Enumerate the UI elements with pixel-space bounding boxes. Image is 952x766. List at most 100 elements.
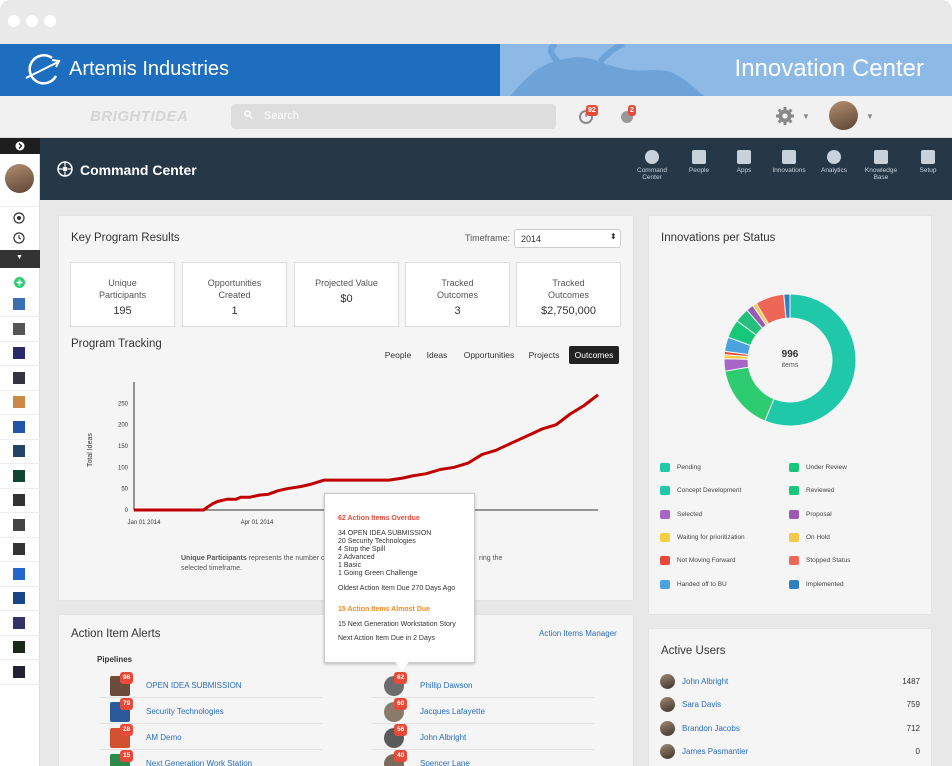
clock-icon[interactable] — [13, 232, 25, 244]
nav-command-center[interactable]: Command Center — [630, 150, 674, 181]
command-center-icon[interactable] — [13, 212, 25, 224]
row-label[interactable]: John Albright — [420, 733, 467, 742]
nav-setup[interactable]: Setup — [906, 150, 950, 174]
timeframe-select[interactable]: 2014 — [514, 229, 621, 248]
key-results-title: Key Program Results — [71, 232, 180, 244]
row-divider — [100, 749, 322, 750]
chevron-down-icon[interactable]: ▼ — [866, 112, 874, 121]
sidebar-thumbnail-icon[interactable] — [13, 420, 25, 433]
sidebar-thumbnail-icon[interactable] — [13, 616, 25, 629]
search-input[interactable] — [231, 104, 556, 129]
command-center-icon — [645, 150, 659, 164]
sidebar-thumbnail-icon[interactable] — [13, 396, 25, 408]
row-label[interactable]: Security Technologies — [146, 707, 224, 716]
row-divider — [372, 723, 594, 724]
user-name[interactable]: James Pasmantier — [682, 746, 749, 756]
list-item[interactable]: 28 AM Demo — [100, 724, 340, 754]
user-row[interactable]: Sara Davis 759 — [660, 697, 920, 719]
row-label[interactable]: Jacques Lafayette — [420, 707, 485, 716]
tab-opportunities[interactable]: Opportunities — [463, 350, 515, 360]
nav-apps[interactable]: Apps — [722, 150, 766, 174]
tab-outcomes[interactable]: Outcomes — [569, 346, 619, 364]
donut-slice[interactable] — [724, 366, 775, 422]
list-item[interactable]: 79 Security Technologies — [100, 698, 340, 728]
sidebar-thumbnail-icon[interactable] — [13, 543, 25, 555]
sidebar-thumbnail-icon[interactable] — [13, 298, 25, 310]
active-users-title: Active Users — [661, 645, 726, 657]
user-count: 1487 — [902, 677, 920, 686]
count-badge: 15 — [120, 750, 134, 762]
row-label[interactable]: OPEN IDEA SUBMISSION — [146, 681, 242, 690]
user-row[interactable]: Brandon Jacobs 712 — [660, 720, 920, 743]
sidebar-thumbnail-icon[interactable] — [13, 469, 25, 482]
action-alerts-title: Action Item Alerts — [71, 628, 161, 640]
sidebar-toggle-button[interactable] — [0, 138, 40, 154]
sidebar-thumbnail-icon[interactable] — [13, 665, 25, 678]
window-dot-icon[interactable] — [8, 15, 20, 27]
user-name[interactable]: Brandon Jacobs — [682, 723, 740, 733]
tab-people[interactable]: People — [384, 350, 412, 360]
window-dot-icon[interactable] — [44, 15, 56, 27]
row-label[interactable]: AM Demo — [146, 733, 182, 742]
list-item[interactable]: 56 John Albright — [372, 724, 614, 754]
user-name[interactable]: John Albright — [682, 677, 729, 686]
select-arrows-icon: ⬍ — [610, 232, 617, 241]
donut-total: 996 — [781, 349, 799, 360]
count-badge: 62 — [394, 672, 408, 684]
sidebar-divider — [0, 463, 40, 464]
stat-card: Unique Participants 195 — [70, 262, 175, 327]
brightidea-logo[interactable]: BRIGHTIDEA — [90, 108, 189, 125]
sidebar-thumbnail-icon[interactable] — [13, 322, 25, 335]
legend-label: On Hold — [806, 533, 830, 541]
company-name: Artemis Industries — [69, 58, 230, 80]
list-item[interactable]: 62 Phillip Dawson — [372, 672, 614, 702]
sidebar-thumbnail-icon[interactable] — [13, 592, 25, 604]
nav-innovations[interactable]: Innovations — [767, 150, 811, 174]
sidebar-dropdown[interactable]: ▼ — [0, 250, 40, 268]
left-sidebar: ▼ — [0, 138, 40, 766]
user-row[interactable]: James Pasmantier 0 — [660, 743, 920, 766]
tab-projects[interactable]: Projects — [528, 350, 560, 360]
user-name[interactable]: Sara Davis — [682, 700, 722, 710]
status-donut-chart — [723, 293, 857, 427]
user-avatar — [660, 674, 675, 689]
tab-ideas[interactable]: Ideas — [426, 350, 448, 360]
sidebar-thumbnail-icon[interactable] — [13, 494, 25, 506]
sidebar-divider — [0, 561, 40, 562]
chevron-down-icon[interactable]: ▼ — [802, 112, 810, 121]
count-badge: 56 — [394, 724, 408, 736]
row-label[interactable]: Phillip Dawson — [420, 681, 473, 690]
list-item[interactable]: 15 Next Generation Work Station — [110, 750, 340, 766]
list-item[interactable]: 40 Spencer Lane — [384, 750, 614, 766]
row-label[interactable]: Spencer Lane — [420, 759, 470, 766]
user-row[interactable]: John Albright 1487 — [660, 674, 920, 696]
sidebar-avatar[interactable] — [5, 164, 34, 193]
y-tick-label: 250 — [118, 401, 129, 407]
sidebar-thumbnail-icon[interactable] — [13, 518, 25, 531]
settings-gear-icon[interactable] — [775, 106, 795, 126]
add-icon[interactable] — [14, 277, 25, 288]
sidebar-thumbnail-icon[interactable] — [13, 567, 25, 580]
list-item[interactable]: 98 OPEN IDEA SUBMISSION — [100, 672, 340, 702]
sidebar-thumbnail-icon[interactable] — [13, 641, 25, 653]
sidebar-thumbnail-icon[interactable] — [13, 445, 25, 457]
user-count: 0 — [915, 746, 920, 756]
action-items-manager-link[interactable]: Action Items Manager — [539, 629, 617, 638]
window-dot-icon[interactable] — [26, 15, 38, 27]
row-label[interactable]: Next Generation Work Station — [146, 759, 253, 766]
nav-analytics[interactable]: Analytics — [812, 150, 856, 174]
next-item-text: Next Action Item Due in 2 Days — [338, 635, 435, 642]
legend-label: Implemented — [806, 580, 844, 588]
nav-people[interactable]: People — [677, 150, 721, 174]
sidebar-thumbnail-icon[interactable] — [13, 347, 25, 359]
sidebar-thumbnail-icon[interactable] — [13, 371, 25, 384]
active-users-card — [648, 628, 932, 766]
pie-chart-icon — [827, 150, 841, 164]
stat-value: $0 — [340, 293, 353, 305]
overdue-line: 20 Security Technologies — [338, 538, 416, 545]
list-item[interactable]: 60 Jacques Lafayette — [372, 698, 614, 728]
donut-slice[interactable] — [764, 293, 857, 427]
user-avatar[interactable] — [829, 101, 858, 130]
nav-knowledge-base[interactable]: Knowledge Base — [859, 150, 903, 181]
donut-slice[interactable] — [783, 293, 791, 319]
